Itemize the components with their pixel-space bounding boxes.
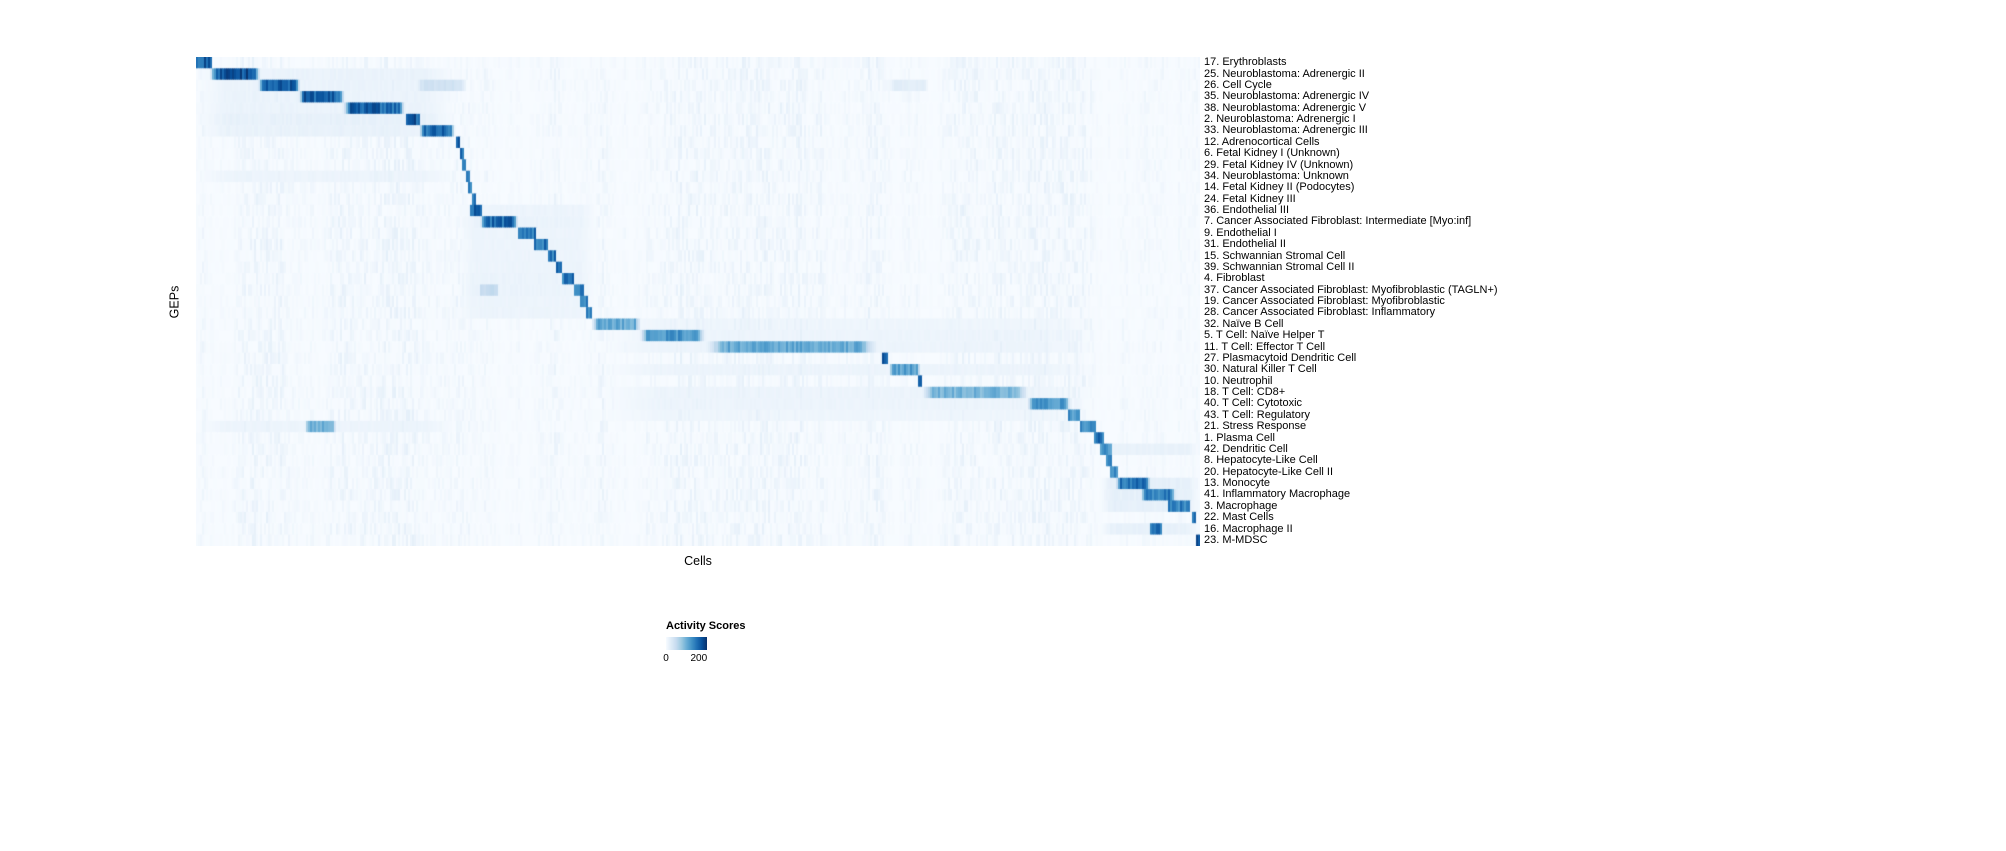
row-label: 6. Fetal Kidney I (Unknown): [1204, 147, 1340, 160]
row-label: 19. Cancer Associated Fibroblast: Myofib…: [1204, 295, 1445, 308]
row-label: 8. Hepatocyte-Like Cell: [1204, 454, 1318, 467]
row-label: 5. T Cell: Naïve Helper T: [1204, 329, 1325, 342]
row-label: 22. Mast Cells: [1204, 511, 1274, 524]
row-label: 34. Neuroblastoma: Unknown: [1204, 169, 1349, 182]
heatmap-canvas: [196, 57, 1200, 546]
row-label: 24. Fetal Kidney III: [1204, 192, 1296, 205]
row-label: 29. Fetal Kidney IV (Unknown): [1204, 158, 1354, 171]
row-label: 14. Fetal Kidney II (Podocytes): [1204, 181, 1355, 194]
row-label: 33. Neuroblastoma: Adrenergic III: [1204, 124, 1368, 137]
row-label: 18. T Cell: CD8+: [1204, 386, 1286, 399]
y-axis-label: GEPs: [162, 57, 186, 546]
row-label: 4. Fibroblast: [1204, 272, 1265, 285]
row-label: 25. Neuroblastoma: Adrenergic II: [1204, 67, 1365, 80]
row-label: 3. Macrophage: [1204, 499, 1278, 512]
row-label: 7. Cancer Associated Fibroblast: Interme…: [1204, 215, 1472, 228]
x-axis-label: Cells: [684, 554, 712, 568]
row-label: 20. Hepatocyte-Like Cell II: [1204, 465, 1334, 478]
row-label: 37. Cancer Associated Fibroblast: Myofib…: [1204, 283, 1498, 296]
row-label: 32. Naïve B Cell: [1204, 317, 1284, 330]
y-axis-label-text: GEPs: [167, 285, 181, 318]
row-label: 27. Plasmacytoid Dendritic Cell: [1204, 351, 1357, 364]
row-label: 35. Neuroblastoma: Adrenergic IV: [1204, 90, 1370, 103]
row-label: 31. Endothelial II: [1204, 238, 1286, 251]
row-label: 43. T Cell: Regulatory: [1204, 408, 1310, 421]
row-label: 38. Neuroblastoma: Adrenergic V: [1204, 101, 1367, 114]
row-label: 40. T Cell: Cytotoxic: [1204, 397, 1303, 410]
row-label: 1. Plasma Cell: [1204, 431, 1275, 444]
row-label: 30. Natural Killer T Cell: [1204, 363, 1317, 376]
legend-title: Activity Scores: [666, 620, 746, 632]
row-label: 39. Schwannian Stromal Cell II: [1204, 260, 1355, 273]
row-label: 13. Monocyte: [1204, 477, 1271, 490]
row-label: 2. Neuroblastoma: Adrenergic I: [1204, 113, 1356, 126]
row-label: 12. Adrenocortical Cells: [1204, 135, 1320, 148]
row-label: 36. Endothelial III: [1204, 204, 1290, 217]
row-label: 10. Neutrophil: [1204, 374, 1273, 387]
row-labels: 17. Erythroblasts 25. Neuroblastoma: Adre…: [1204, 57, 1764, 546]
row-label: 42. Dendritic Cell: [1204, 442, 1288, 455]
row-label: 21. Stress Response: [1204, 420, 1307, 433]
activity-scores-legend: Activity Scores 0 200: [663, 620, 746, 666]
legend-tick-min: 0: [663, 653, 669, 664]
row-label: 41. Inflammatory Macrophage: [1204, 488, 1351, 501]
row-label: 9. Endothelial I: [1204, 226, 1277, 239]
row-label: 16. Macrophage II: [1204, 522, 1293, 535]
row-label: 15. Schwannian Stromal Cell: [1204, 249, 1346, 262]
row-label: 23. M-MDSC: [1204, 533, 1268, 546]
row-label: 28. Cancer Associated Fibroblast: Inflam…: [1204, 306, 1436, 319]
row-label: 26. Cell Cycle: [1204, 78, 1272, 91]
legend-ticks: 0 200: [663, 653, 708, 666]
row-label: 17. Erythroblasts: [1204, 56, 1287, 69]
legend-colorbar: [666, 637, 707, 650]
row-label: 11. T Cell: Effector T Cell: [1204, 340, 1326, 353]
legend-tick-max: 200: [690, 653, 708, 664]
